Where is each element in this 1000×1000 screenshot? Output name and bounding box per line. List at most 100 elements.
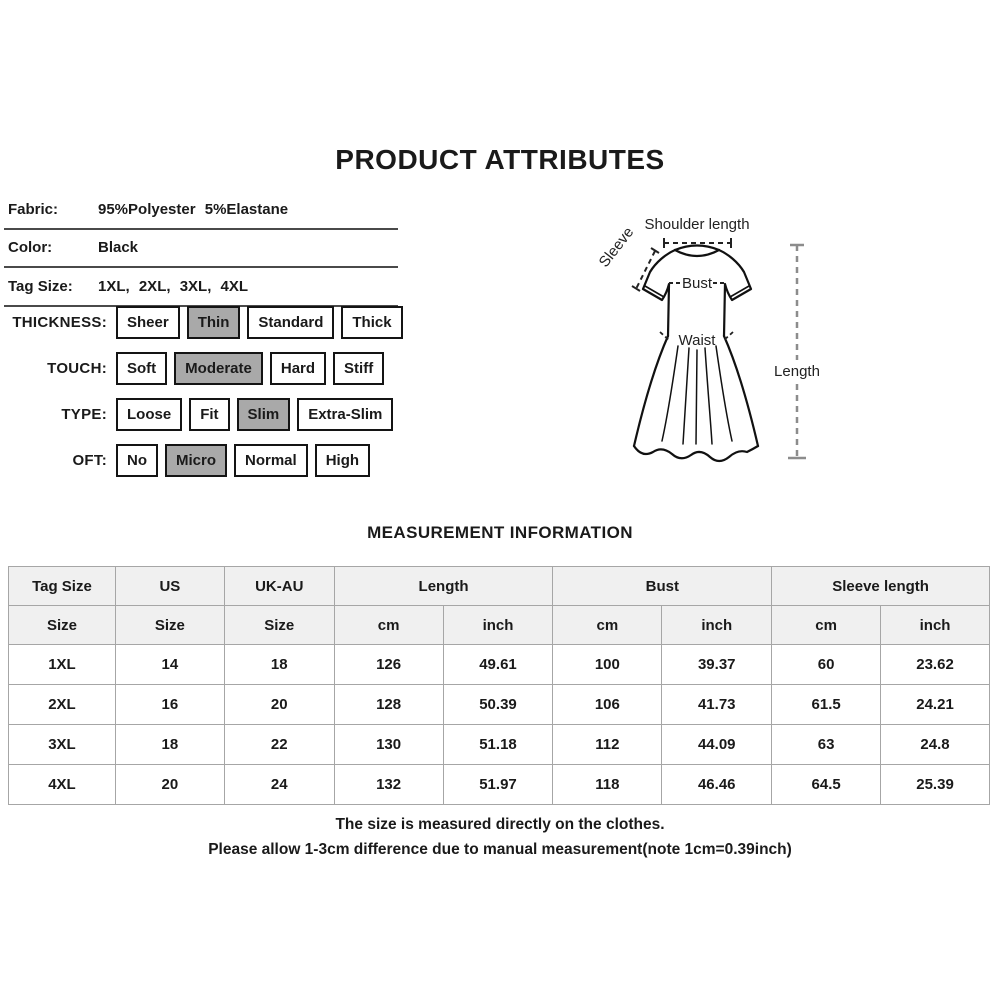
subcol-sleeve-inch: inch bbox=[880, 605, 990, 645]
tag-size-label: Tag Size: bbox=[8, 277, 73, 295]
dress-outline bbox=[632, 244, 760, 463]
touch-label: TOUCH: bbox=[47, 359, 107, 377]
touch-options: Soft Moderate Hard Stiff bbox=[116, 351, 385, 385]
attr-row-type: TYPE: Loose Fit Slim Extra-Slim bbox=[0, 397, 480, 431]
bust-label: Bust bbox=[682, 275, 713, 292]
color-label: Color: bbox=[8, 239, 53, 257]
fabric-label: Fabric: bbox=[8, 200, 59, 218]
measurement-table: Tag Size US UK-AU Length Bust Sleeve len… bbox=[8, 566, 990, 805]
col-length: Length bbox=[333, 566, 554, 606]
option-extra-slim[interactable]: Extra-Slim bbox=[297, 397, 394, 431]
page-title: PRODUCT ATTRIBUTES bbox=[335, 144, 665, 175]
table-row: 1XL 14 18 126 49.61 100 39.37 60 23.62 bbox=[8, 644, 990, 685]
cell: 100 bbox=[552, 644, 663, 685]
measurement-note-2: Please allow 1-3cm difference due to man… bbox=[208, 841, 792, 858]
cell: 106 bbox=[552, 684, 663, 725]
col-uk-au: UK-AU bbox=[223, 566, 335, 606]
cell: 118 bbox=[552, 764, 663, 805]
cell: 41.73 bbox=[661, 684, 773, 725]
option-no[interactable]: No bbox=[116, 443, 158, 477]
cell: 50.39 bbox=[442, 684, 554, 725]
cell: 16 bbox=[114, 684, 225, 725]
cell: 51.97 bbox=[442, 764, 554, 805]
cell: 51.18 bbox=[442, 724, 554, 765]
option-slim[interactable]: Slim bbox=[236, 397, 291, 431]
subcol-bust-inch: inch bbox=[661, 605, 773, 645]
cell: 3XL bbox=[8, 724, 116, 765]
option-standard[interactable]: Standard bbox=[247, 305, 335, 339]
cell: 14 bbox=[114, 644, 225, 685]
measurement-note-1: The size is measured directly on the clo… bbox=[335, 816, 665, 833]
length-label: Length bbox=[774, 363, 820, 380]
cell: 24.8 bbox=[880, 724, 990, 765]
subcol-sleeve-cm: cm bbox=[771, 605, 882, 645]
option-normal[interactable]: Normal bbox=[234, 443, 308, 477]
cell: 4XL bbox=[8, 764, 116, 805]
attribute-list: THICKNESS: Sheer Thin Standard Thick TOU… bbox=[0, 305, 480, 490]
table-row: 2XL 16 20 128 50.39 106 41.73 61.5 24.21 bbox=[8, 684, 990, 725]
cell: 112 bbox=[552, 724, 663, 765]
cell: 130 bbox=[333, 724, 444, 765]
cell: 44.09 bbox=[661, 724, 773, 765]
cell: 60 bbox=[771, 644, 882, 685]
option-high[interactable]: High bbox=[314, 443, 371, 477]
cell: 39.37 bbox=[661, 644, 773, 685]
col-tag-size: Tag Size bbox=[8, 566, 116, 606]
dress-measurement-diagram: Shoulder length Sleeve bbox=[572, 198, 862, 488]
subcol-length-cm: cm bbox=[333, 605, 444, 645]
product-info-list: Fabric: 95%Polyester 5%Elastane Color: B… bbox=[4, 191, 398, 307]
waist-tick-left bbox=[659, 331, 671, 342]
option-sheer[interactable]: Sheer bbox=[116, 305, 180, 339]
type-label: TYPE: bbox=[61, 405, 107, 423]
table-header-row-2: Size Size Size cm inch cm inch cm inch bbox=[8, 605, 990, 645]
table-header-row-1: Tag Size US UK-AU Length Bust Sleeve len… bbox=[8, 566, 990, 606]
cell: 61.5 bbox=[771, 684, 882, 725]
measurement-section-title: MEASUREMENT INFORMATION bbox=[367, 523, 633, 542]
dress-diagram-svg: Shoulder length Sleeve bbox=[596, 216, 820, 463]
cell: 24.21 bbox=[880, 684, 990, 725]
cell: 20 bbox=[114, 764, 225, 805]
attr-row-oft: OFT: No Micro Normal High bbox=[0, 443, 480, 477]
option-thin[interactable]: Thin bbox=[186, 305, 241, 339]
option-stiff[interactable]: Stiff bbox=[333, 351, 385, 385]
cell: 20 bbox=[223, 684, 335, 725]
cell: 25.39 bbox=[880, 764, 990, 805]
option-loose[interactable]: Loose bbox=[116, 397, 183, 431]
option-micro[interactable]: Micro bbox=[165, 443, 228, 477]
fabric-value: 95%Polyester 5%Elastane bbox=[98, 200, 289, 218]
thickness-label: THICKNESS: bbox=[12, 313, 107, 331]
subcol-length-inch: inch bbox=[442, 605, 554, 645]
color-value: Black bbox=[98, 239, 139, 257]
info-row-color: Color: Black bbox=[4, 230, 398, 268]
cell: 22 bbox=[223, 724, 335, 765]
cell: 1XL bbox=[8, 644, 116, 685]
tag-size-value: 1XL, 2XL, 3XL, 4XL bbox=[98, 277, 249, 295]
cell: 18 bbox=[223, 644, 335, 685]
cell: 2XL bbox=[8, 684, 116, 725]
waist-tick-right bbox=[722, 331, 734, 342]
option-fit[interactable]: Fit bbox=[189, 397, 230, 431]
shoulder-length-label: Shoulder length bbox=[644, 216, 749, 233]
oft-options: No Micro Normal High bbox=[116, 443, 371, 477]
cell: 24 bbox=[223, 764, 335, 805]
cell: 49.61 bbox=[442, 644, 554, 685]
subcol-bust-cm: cm bbox=[552, 605, 663, 645]
option-thick[interactable]: Thick bbox=[341, 305, 403, 339]
option-moderate[interactable]: Moderate bbox=[174, 351, 263, 385]
cell: 64.5 bbox=[771, 764, 882, 805]
cell: 126 bbox=[333, 644, 444, 685]
length-measure-line bbox=[788, 243, 806, 460]
info-row-tag-size: Tag Size: 1XL, 2XL, 3XL, 4XL bbox=[4, 268, 398, 307]
option-hard[interactable]: Hard bbox=[269, 351, 327, 385]
attr-row-thickness: THICKNESS: Sheer Thin Standard Thick bbox=[0, 305, 480, 339]
col-us: US bbox=[114, 566, 225, 606]
sleeve-tick-bottom bbox=[631, 285, 641, 292]
cell: 132 bbox=[333, 764, 444, 805]
option-soft[interactable]: Soft bbox=[116, 351, 168, 385]
attr-row-touch: TOUCH: Soft Moderate Hard Stiff bbox=[0, 351, 480, 385]
cell: 23.62 bbox=[880, 644, 990, 685]
type-options: Loose Fit Slim Extra-Slim bbox=[116, 397, 394, 431]
info-row-fabric: Fabric: 95%Polyester 5%Elastane bbox=[4, 191, 398, 230]
subcol-size-3: Size bbox=[223, 605, 335, 645]
